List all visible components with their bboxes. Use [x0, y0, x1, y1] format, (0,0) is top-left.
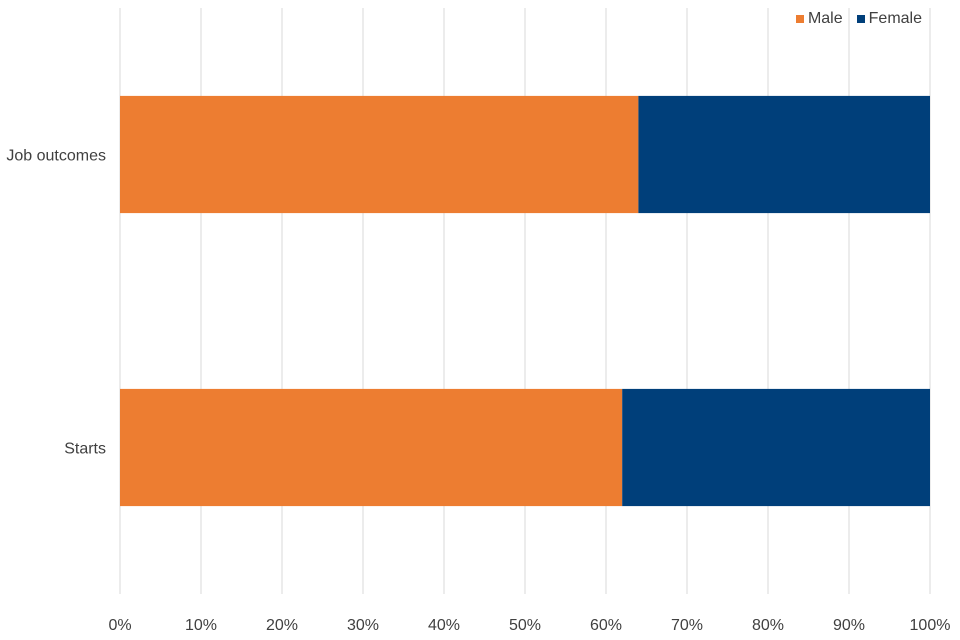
x-tick-label: 30% [347, 617, 379, 634]
bar-female-0 [638, 95, 930, 214]
legend-swatch-male [795, 15, 804, 23]
bar-male-0 [120, 95, 639, 214]
x-axis-ticks: 0% 10% 20% 30% 40% 50% 60% 70% 80% 90% 100% [108, 617, 950, 634]
x-tick-label: 50% [509, 617, 541, 634]
y-axis-categories: Job outcomes Starts [6, 148, 106, 458]
x-tick-label: 60% [590, 617, 622, 634]
bar-male-1 [120, 388, 623, 507]
chart-legend: Male Female [782, 10, 922, 28]
x-tick-label: 80% [752, 617, 784, 634]
x-tick-label: 10% [185, 617, 217, 634]
x-tick-label: 0% [108, 617, 131, 634]
x-tick-label: 100% [910, 617, 951, 634]
x-tick-label: 90% [833, 617, 865, 634]
bar-female-1 [622, 388, 930, 507]
x-tick-label: 20% [266, 617, 298, 634]
bars [120, 95, 930, 507]
x-tick-label: 70% [671, 617, 703, 634]
x-tick-label: 40% [428, 617, 460, 634]
legend-swatch-female [856, 15, 865, 23]
y-category-label: Starts [64, 441, 106, 458]
y-category-label: Job outcomes [6, 148, 106, 165]
legend-item-female: Female [856, 10, 922, 28]
legend-label-male: Male [807, 10, 843, 27]
legend-item-male: Male [795, 10, 843, 28]
legend-label-female: Female [868, 10, 922, 27]
